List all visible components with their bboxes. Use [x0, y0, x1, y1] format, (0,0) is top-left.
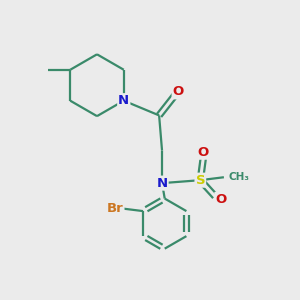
Text: N: N: [157, 177, 168, 190]
Text: O: O: [172, 85, 184, 98]
Text: Br: Br: [107, 202, 124, 215]
Text: N: N: [118, 94, 129, 107]
Text: CH₃: CH₃: [228, 172, 249, 182]
Text: O: O: [215, 193, 226, 206]
Text: S: S: [196, 174, 205, 187]
Text: O: O: [198, 146, 209, 159]
